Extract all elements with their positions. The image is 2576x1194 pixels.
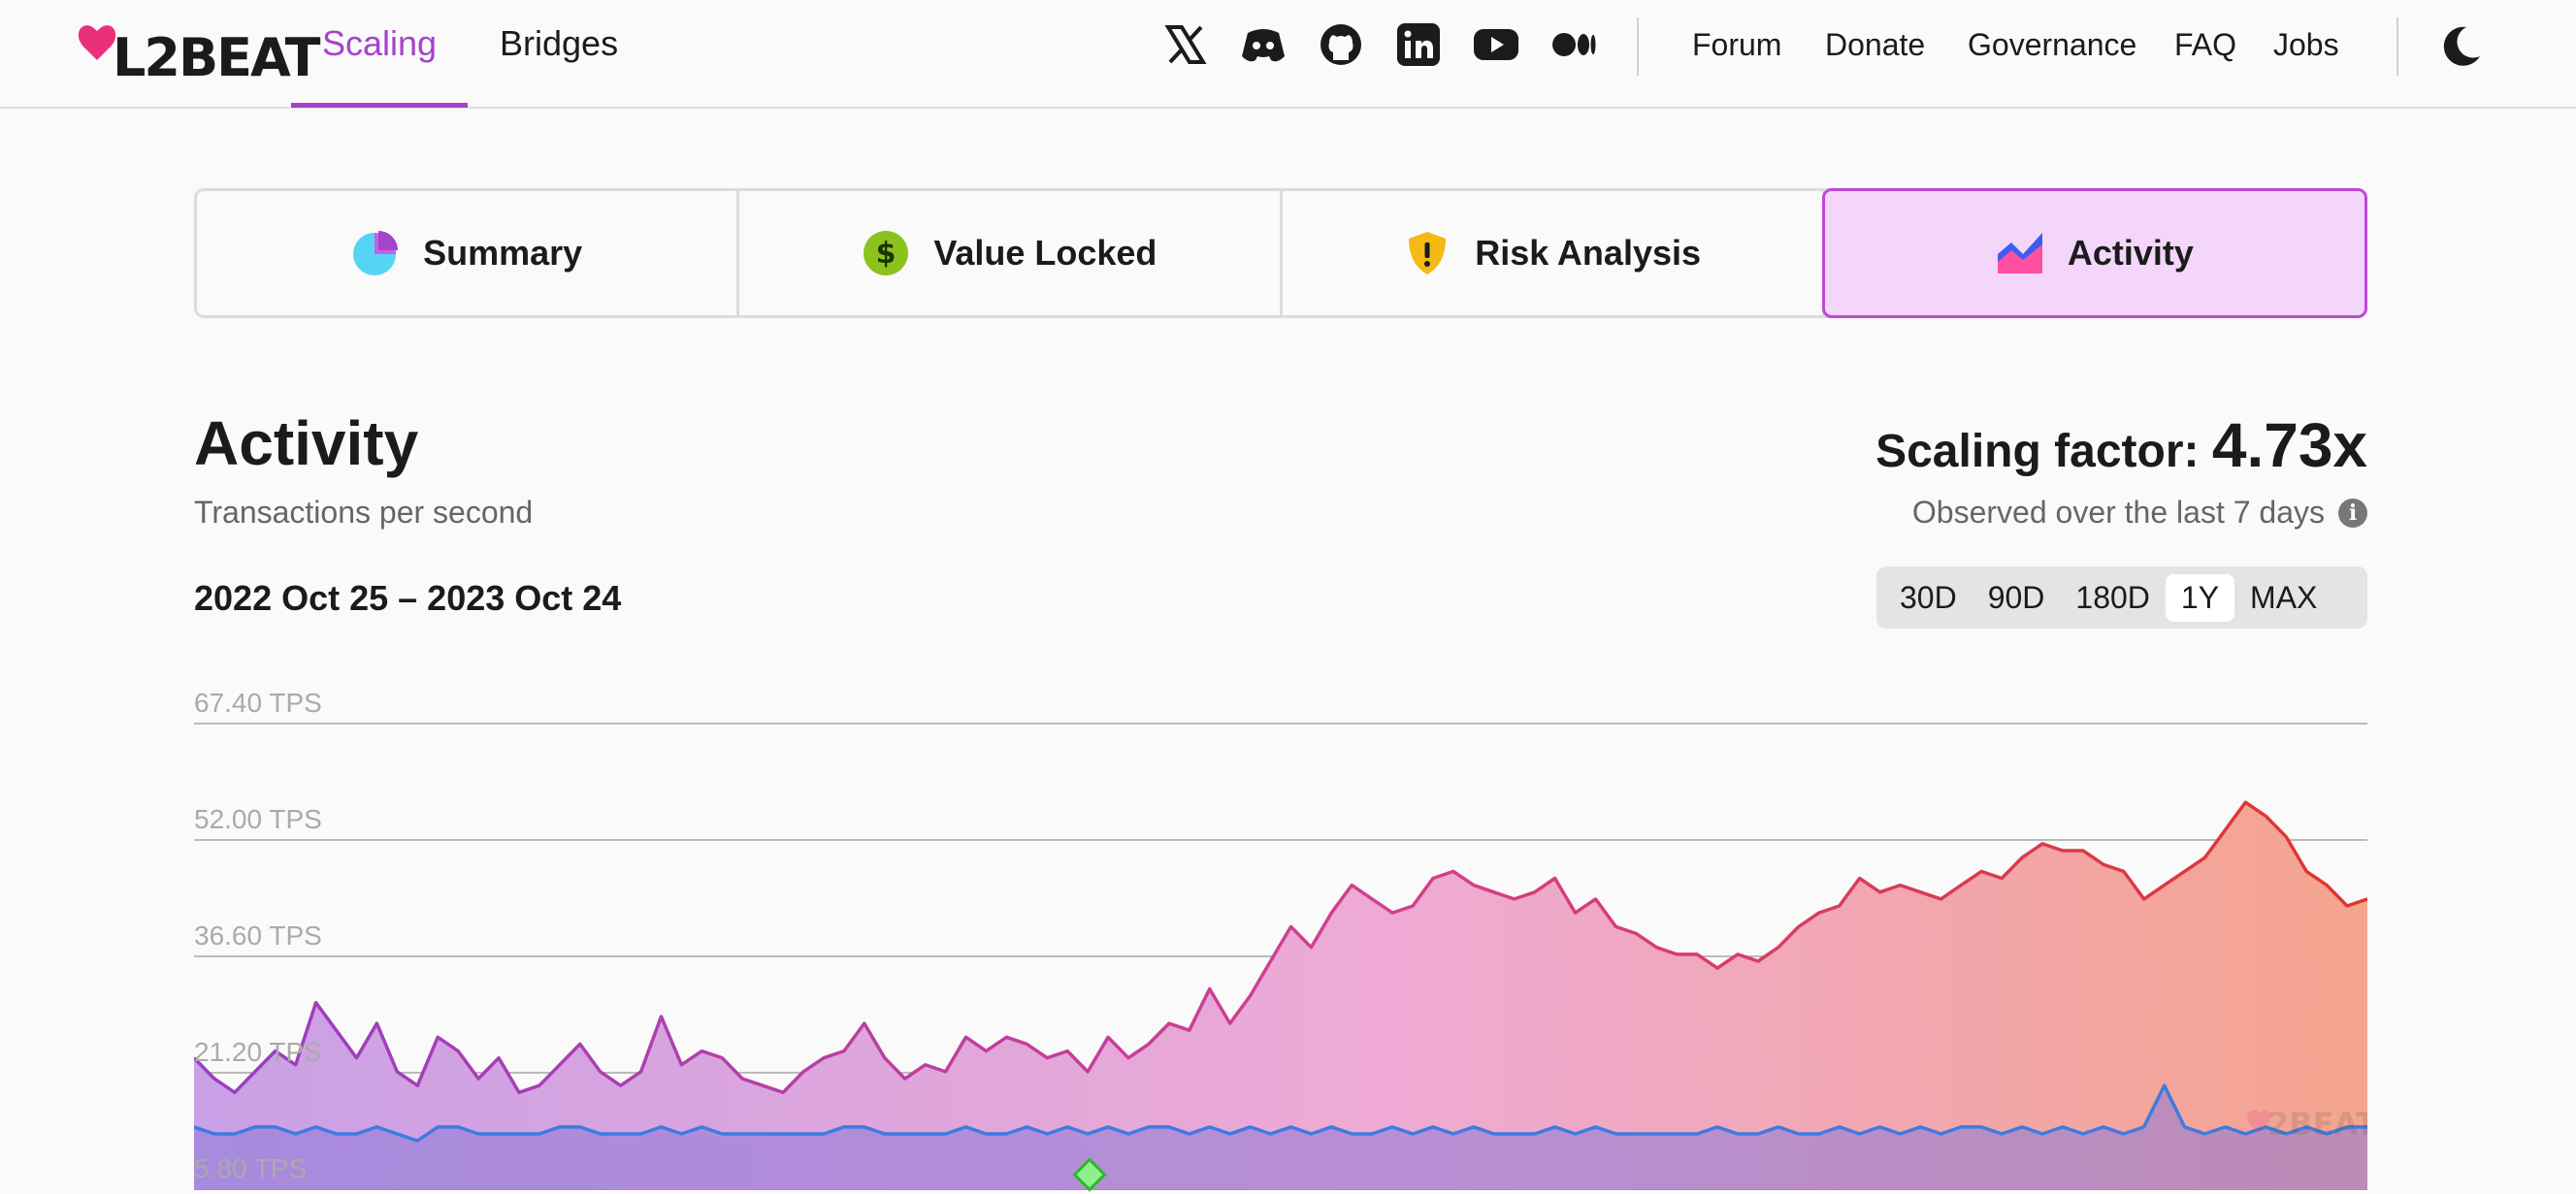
info-icon[interactable]: i: [2338, 498, 2367, 528]
event-marker[interactable]: [1072, 1157, 1107, 1192]
nav-link-forum[interactable]: Forum: [1692, 27, 1782, 62]
scaling-factor-value: 4.73x: [2211, 410, 2367, 480]
period-30d[interactable]: 30D: [1900, 579, 1957, 615]
youtube-icon[interactable]: [1473, 21, 1519, 68]
nav-tab-bridges[interactable]: Bridges: [500, 23, 619, 63]
date-range: 2022 Oct 25 – 2023 Oct 24: [194, 578, 622, 618]
chart-watermark: 2BEAT: [2247, 1106, 2367, 1143]
tab-label: Summary: [423, 233, 583, 273]
ethereum-series-line: [194, 1083, 2367, 1143]
dollar-coin-icon: $: [864, 231, 909, 275]
svg-text:2BEAT: 2BEAT: [2267, 1106, 2367, 1143]
nav-link-donate[interactable]: Donate: [1825, 27, 1926, 62]
logo-text: L2BEAT: [113, 27, 320, 88]
moon-icon[interactable]: [2437, 23, 2484, 70]
svg-text:$: $: [876, 237, 897, 271]
active-tab-indicator: [291, 103, 468, 108]
linkedin-icon[interactable]: [1395, 21, 1442, 68]
nav-divider: [1637, 17, 1639, 76]
layer2-series-line: [194, 800, 2367, 1095]
area-chart-icon: [1997, 233, 2042, 274]
medium-icon[interactable]: [1550, 21, 1597, 68]
ethereum-series-area: [194, 1085, 2367, 1189]
nav-link-governance[interactable]: Governance: [1968, 27, 2137, 62]
scaling-factor-label: Scaling factor:: [1875, 426, 2200, 477]
page-subtitle: Transactions per second: [194, 495, 534, 530]
y-tick-label: 52.00 TPS: [194, 804, 322, 834]
activity-chart[interactable]: 67.40 TPS 52.00 TPS 36.60 TPS 21.20 TPS 5.80…: [194, 650, 2367, 1194]
shield-alert-icon: [1409, 232, 1447, 274]
y-tick-label: 36.60 TPS: [194, 920, 322, 951]
y-tick-label: 67.40 TPS: [194, 688, 322, 718]
pie-chart-icon: [353, 231, 399, 275]
discord-icon[interactable]: [1240, 21, 1287, 68]
chart-y-ticks: 67.40 TPS 52.00 TPS 36.60 TPS 21.20 TPS 5.80…: [194, 688, 322, 1183]
period-90d[interactable]: 90D: [1987, 579, 2045, 615]
tab-risk-analysis[interactable]: Risk Analysis: [1283, 191, 1825, 315]
y-tick-label: 5.80 TPS: [194, 1153, 307, 1183]
page-title: Activity: [194, 408, 419, 478]
tab-label: Risk Analysis: [1475, 233, 1702, 273]
observed-text: Observed over the last 7 days: [1911, 495, 2325, 530]
time-range-selector: 30D 90D 180D 1Y MAX: [1876, 566, 2367, 629]
tab-activity[interactable]: Activity: [1821, 188, 2367, 318]
tab-label: Value Locked: [933, 233, 1158, 273]
x-icon[interactable]: [1162, 21, 1209, 68]
tab-summary[interactable]: Summary: [197, 191, 740, 315]
nav-divider: [2397, 17, 2398, 76]
nav-tab-scaling[interactable]: Scaling: [322, 23, 438, 63]
layer2-series-area: [194, 802, 2367, 1189]
period-180d[interactable]: 180D: [2075, 579, 2150, 615]
github-icon[interactable]: [1318, 21, 1364, 68]
project-section-tabs: Summary $ Value Locked Risk Analysis Act…: [194, 188, 2367, 318]
chart-series: [194, 800, 2367, 1189]
nav-link-faq[interactable]: FAQ: [2174, 27, 2237, 62]
tab-value-locked[interactable]: $ Value Locked: [739, 191, 1283, 315]
tab-label: Activity: [2067, 233, 2194, 273]
period-1y[interactable]: 1Y: [2165, 573, 2235, 622]
top-nav: L2BEAT Scaling Bridges Forum Donate Gove…: [0, 0, 2576, 109]
y-tick-label: 21.20 TPS: [194, 1037, 322, 1067]
observed-note: Observed over the last 7 days i: [1912, 495, 2367, 531]
scaling-factor: Scaling factor: 4.73x: [1875, 409, 2367, 481]
period-max[interactable]: MAX: [2250, 579, 2318, 615]
l2beat-logo[interactable]: L2BEAT: [76, 14, 320, 88]
nav-link-jobs[interactable]: Jobs: [2273, 27, 2339, 62]
